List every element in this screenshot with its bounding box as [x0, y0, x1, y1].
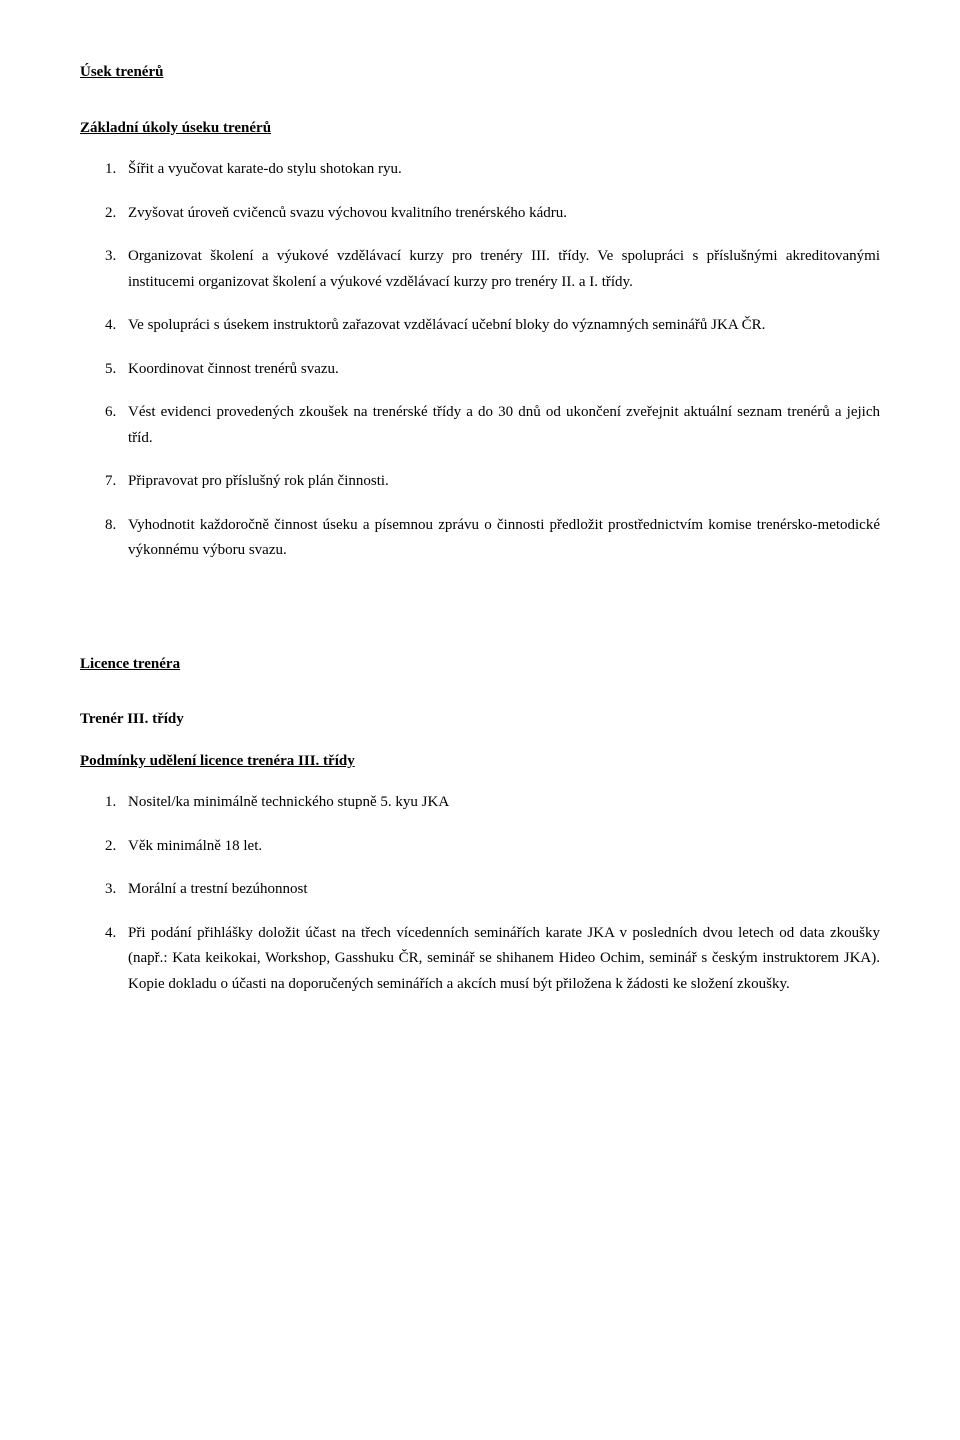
conditions-title: Podmínky udělení licence trenéra III. tř… — [80, 749, 880, 775]
conditions-list: Nositel/ka minimálně technického stupně … — [80, 790, 880, 997]
list-item: Vyhodnotit každoročně činnost úseku a pí… — [120, 513, 880, 564]
list-item: Organizovat školení a výukové vzdělávací… — [120, 244, 880, 295]
list-item: Šířit a vyučovat karate-do stylu shotoka… — [120, 157, 880, 183]
list-item: Zvyšovat úroveň cvičenců svazu výchovou … — [120, 201, 880, 227]
subtitle-zakladni-ukoly: Základní úkoly úseku trenérů — [80, 116, 880, 142]
list-item: Vést evidenci provedených zkoušek na tre… — [120, 400, 880, 451]
list-item: Připravovat pro příslušný rok plán činno… — [120, 469, 880, 495]
list-item: Koordinovat činnost trenérů svazu. — [120, 357, 880, 383]
list-item: Věk minimálně 18 let. — [120, 834, 880, 860]
list-item: Při podání přihlášky doložit účast na tř… — [120, 921, 880, 998]
list-item: Nositel/ka minimálně technického stupně … — [120, 790, 880, 816]
section-title-usek-treneru: Úsek trenérů — [80, 60, 880, 86]
list-item: Morální a trestní bezúhonnost — [120, 877, 880, 903]
list-item: Ve spolupráci s úsekem instruktorů zařaz… — [120, 313, 880, 339]
section-title-licence-trenera: Licence trenéra — [80, 652, 880, 678]
tasks-list: Šířit a vyučovat karate-do stylu shotoka… — [80, 157, 880, 564]
subtitle-trener-iii: Trenér III. třídy — [80, 707, 880, 733]
